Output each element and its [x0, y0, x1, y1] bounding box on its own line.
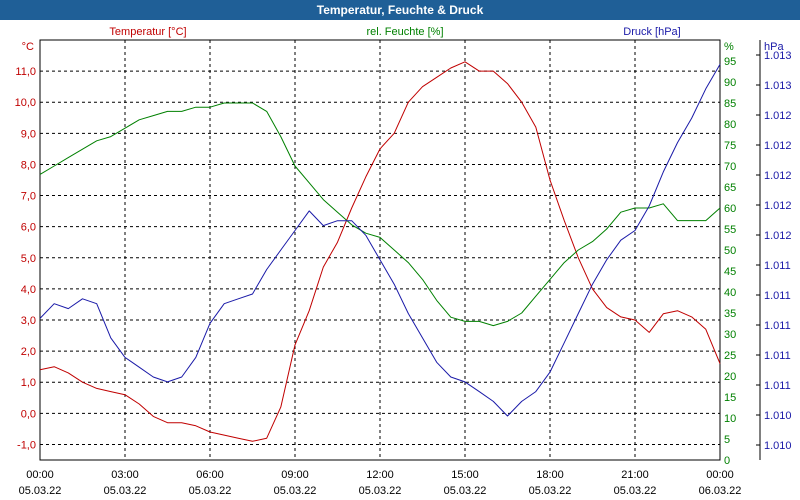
x-tick-date: 05.03.22: [274, 485, 317, 497]
humidity-tick-label: 15: [724, 392, 736, 404]
humidity-tick-label: 70: [724, 161, 736, 173]
pressure-tick-label: 1.013: [764, 80, 792, 92]
humidity-tick-label: 50: [724, 245, 736, 257]
temperature-series-line: [39, 61, 721, 442]
temperature-tick-label: 9,0: [21, 128, 36, 140]
x-tick-time: 00:00: [706, 469, 734, 481]
temperature-tick-label: 10,0: [15, 97, 36, 109]
x-tick-time: 21:00: [621, 469, 649, 481]
humidity-tick-label: 55: [724, 224, 736, 236]
pressure-tick-label: 1.012: [764, 230, 792, 242]
humidity-tick-label: 30: [724, 329, 736, 341]
humidity-tick-label: 5: [724, 434, 730, 446]
x-tick-date: 05.03.22: [104, 485, 147, 497]
pressure-tick-label: 1.012: [764, 200, 792, 212]
humidity-series-line: [39, 102, 721, 327]
temperature-unit: °C: [22, 41, 34, 53]
x-tick-date: 06.03.22: [699, 485, 742, 497]
temperature-tick-label: 7,0: [21, 191, 36, 203]
x-tick-time: 09:00: [281, 469, 309, 481]
x-tick-time: 03:00: [111, 469, 139, 481]
humidity-tick-label: 45: [724, 266, 736, 278]
humidity-tick-label: 0: [724, 455, 730, 467]
x-tick-date: 05.03.22: [19, 485, 62, 497]
pressure-tick-label: 1.010: [764, 440, 792, 452]
x-tick-time: 06:00: [196, 469, 224, 481]
x-tick-date: 05.03.22: [189, 485, 232, 497]
pressure-tick-label: 1.011: [764, 380, 791, 392]
humidity-tick-label: 10: [724, 413, 736, 425]
humidity-tick-label: 75: [724, 140, 736, 152]
humidity-tick-label: 40: [724, 287, 736, 299]
temperature-legend: Temperatur [°C]: [109, 26, 186, 38]
x-tick-time: 12:00: [366, 469, 394, 481]
pressure-tick-label: 1.012: [764, 110, 792, 122]
x-tick-time: 00:00: [26, 469, 54, 481]
humidity-tick-label: 65: [724, 182, 736, 194]
temperature-tick-label: 3,0: [21, 315, 36, 327]
pressure-unit: hPa: [764, 41, 784, 53]
temperature-tick-label: 0,0: [21, 408, 36, 420]
x-tick-date: 05.03.22: [444, 485, 487, 497]
temperature-tick-label: 1,0: [21, 377, 36, 389]
pressure-tick-label: 1.011: [764, 320, 791, 332]
x-tick-date: 05.03.22: [529, 485, 572, 497]
humidity-tick-label: 80: [724, 119, 736, 131]
chart-title: Temperatur, Feuchte & Druck: [0, 0, 800, 20]
humidity-legend: rel. Feuchte [%]: [366, 26, 443, 38]
temperature-tick-label: -1,0: [17, 439, 36, 451]
humidity-tick-label: 20: [724, 371, 736, 383]
pressure-tick-label: 1.010: [764, 410, 792, 422]
pressure-legend: Druck [hPa]: [623, 26, 680, 38]
temperature-tick-label: 2,0: [21, 346, 36, 358]
humidity-tick-label: 95: [724, 56, 736, 68]
x-tick-date: 05.03.22: [614, 485, 657, 497]
pressure-tick-label: 1.013: [764, 50, 792, 62]
humidity-tick-label: 60: [724, 203, 736, 215]
pressure-tick-label: 1.011: [764, 260, 791, 272]
pressure-tick-label: 1.012: [764, 170, 792, 182]
pressure-series-line: [39, 64, 721, 417]
x-tick-date: 05.03.22: [359, 485, 402, 497]
humidity-unit: %: [724, 41, 734, 53]
pressure-tick-label: 1.012: [764, 140, 792, 152]
pressure-tick-label: 1.011: [764, 350, 791, 362]
humidity-tick-label: 85: [724, 98, 736, 110]
temperature-tick-label: 6,0: [21, 222, 36, 234]
x-tick-time: 18:00: [536, 469, 564, 481]
temperature-tick-label: 5,0: [21, 253, 36, 265]
x-tick-time: 15:00: [451, 469, 479, 481]
humidity-tick-label: 25: [724, 350, 736, 362]
temperature-tick-label: 4,0: [21, 284, 36, 296]
humidity-tick-label: 35: [724, 308, 736, 320]
humidity-tick-label: 90: [724, 77, 736, 89]
pressure-tick-label: 1.011: [764, 290, 791, 302]
temperature-tick-label: 11,0: [15, 66, 36, 78]
temperature-tick-label: 8,0: [21, 159, 36, 171]
